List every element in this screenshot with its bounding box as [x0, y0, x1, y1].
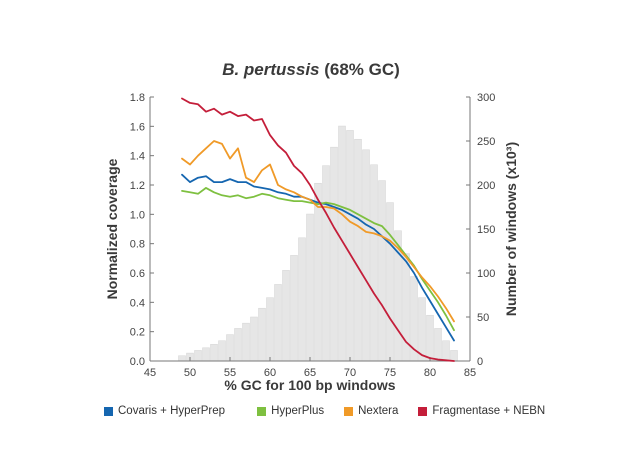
- x-tick-label: 60: [264, 367, 276, 379]
- series-line-nextera: [181, 140, 455, 323]
- legend-item-hyperplus: HyperPlus: [257, 405, 324, 417]
- histogram-bar: [290, 255, 298, 362]
- y-tick-label: 0.6: [130, 268, 145, 280]
- y-tick-label: 0.4: [130, 297, 145, 309]
- y2-tick-label: 100: [477, 268, 495, 280]
- histogram-bar: [274, 284, 282, 362]
- histogram-bar: [202, 347, 210, 362]
- histogram-bar: [266, 297, 274, 362]
- y-tick-label: 0.8: [130, 239, 145, 251]
- legend-swatch-covaris: [104, 406, 113, 416]
- legend: Covaris + HyperPrep HyperPlus Nextera Fr…: [104, 403, 565, 419]
- histogram-bar: [250, 316, 258, 362]
- legend-swatch-nextera: [344, 406, 354, 416]
- y2-tick-label: 250: [477, 136, 495, 148]
- histogram-bar: [314, 182, 322, 362]
- series-line-fragmentase-nebn: [181, 97, 455, 362]
- histogram-bar: [418, 297, 426, 362]
- y-tick-label: 0.2: [130, 327, 145, 339]
- x-tick-label: 65: [304, 367, 316, 379]
- chart-title-gc: (68% GC): [324, 60, 400, 79]
- histogram-bar: [282, 270, 290, 362]
- y-tick-label: 1.4: [130, 151, 145, 163]
- histogram-bar: [306, 213, 314, 362]
- tick-label-layer: 0.0 0.2 0.4 0.6 0.8 1.0 1.2 1.4 1.6 1.8 0 50 100 150 2…: [130, 92, 496, 379]
- x-tick-label: 55: [224, 367, 236, 379]
- histogram-bar: [298, 237, 306, 362]
- y2-tick-label: 200: [477, 180, 495, 192]
- x-tick-label: 45: [144, 367, 156, 379]
- histogram-bar: [450, 350, 458, 362]
- axes-layer: [149, 96, 471, 362]
- histogram-bar: [346, 130, 354, 362]
- histogram-bar: [442, 340, 450, 362]
- series-line-covaris-hyperprep: [181, 173, 455, 342]
- histogram-bar: [322, 165, 330, 362]
- chart-title: B. pertussis (68% GC): [0, 60, 622, 80]
- y2-tick-label: 0: [477, 356, 483, 368]
- histogram-bar: [242, 322, 250, 362]
- legend-swatch-fragmentase: [418, 406, 428, 416]
- y2-tick-label: 50: [477, 312, 489, 324]
- histogram-bar: [378, 180, 386, 362]
- legend-item-covaris: Covaris + HyperPrep: [104, 405, 225, 417]
- x-tick-label: 80: [424, 367, 436, 379]
- legend-item-fragmentase: Fragmentase + NEBN: [418, 405, 545, 417]
- histogram-bar: [218, 340, 226, 362]
- histogram-bar: [178, 355, 186, 362]
- legend-item-nextera: Nextera: [344, 405, 398, 417]
- histogram-bar: [362, 149, 370, 362]
- histogram-layer: [178, 125, 458, 362]
- x-tick-label: 50: [184, 367, 196, 379]
- histogram-bar: [386, 202, 394, 362]
- series-line-hyperplus: [181, 186, 455, 332]
- histogram-bar: [234, 328, 242, 362]
- legend-label-covaris: Covaris + HyperPrep: [118, 405, 226, 417]
- y2-tick-label: 150: [477, 224, 495, 236]
- x-tick-label: 85: [464, 367, 476, 379]
- x-axis-label: % GC for 100 bp windows: [224, 377, 396, 393]
- histogram-bar: [434, 328, 442, 362]
- legend-swatch-hyperplus: [257, 406, 267, 416]
- series-layer: [181, 97, 455, 362]
- legend-label-fragmentase: Fragmentase + NEBN: [432, 405, 546, 417]
- histogram-bar: [354, 138, 362, 362]
- histogram-bar: [194, 350, 202, 362]
- y-tick-label: 0.0: [130, 356, 145, 368]
- x-tick-label: 70: [344, 367, 356, 379]
- legend-label-hyperplus: HyperPlus: [271, 405, 325, 417]
- y2-tick-label: 300: [477, 92, 495, 104]
- histogram-bar: [370, 164, 378, 362]
- y-tick-label: 1.2: [130, 180, 145, 192]
- histogram-bar: [210, 344, 218, 362]
- histogram-bar: [258, 307, 266, 362]
- histogram-bar: [426, 314, 434, 362]
- y-tick-label: 1.0: [130, 209, 145, 221]
- chart-title-organism: B. pertussis: [222, 60, 320, 79]
- legend-label-nextera: Nextera: [358, 405, 399, 417]
- y-tick-label: 1.6: [130, 121, 145, 133]
- y-tick-label: 1.8: [130, 92, 145, 104]
- x-tick-label: 75: [384, 367, 396, 379]
- histogram-bar: [330, 146, 338, 362]
